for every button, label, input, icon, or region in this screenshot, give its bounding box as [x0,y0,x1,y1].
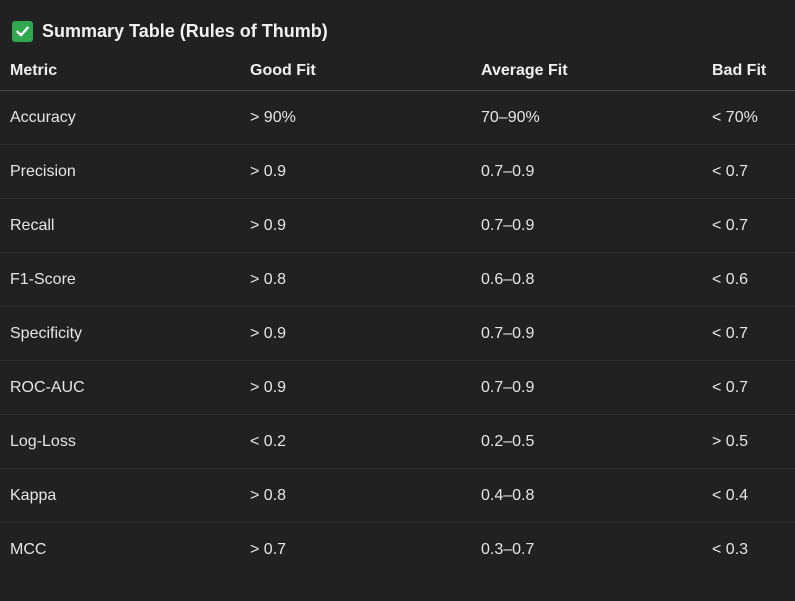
check-mark-icon [12,20,33,42]
cell-metric: MCC [10,540,47,558]
cell-bad-fit: < 0.6 [712,270,749,288]
cell-good-fit: > 0.9 [250,216,287,234]
table-row: Accuracy > 90% 70–90% < 70% [0,91,795,145]
cell-average-fit: 0.7–0.9 [481,216,535,234]
table-row: ROC-AUC > 0.9 0.7–0.9 < 0.7 [0,361,795,415]
cell-average-fit: 0.3–0.7 [481,540,535,558]
cell-good-fit: > 0.9 [250,162,287,180]
cell-bad-fit: > 0.5 [712,432,749,450]
cell-average-fit: 0.2–0.5 [481,432,535,450]
cell-metric: Log-Loss [10,432,76,450]
cell-bad-fit: < 0.3 [712,540,749,558]
cell-bad-fit: < 0.7 [712,162,749,180]
cell-good-fit: > 0.7 [250,540,287,558]
cell-metric: Precision [10,162,76,180]
cell-good-fit: < 0.2 [250,432,287,450]
section-heading: Summary Table (Rules of Thumb) [12,19,328,43]
cell-metric: Kappa [10,486,57,504]
cell-average-fit: 0.7–0.9 [481,162,535,180]
cell-average-fit: 0.7–0.9 [481,378,535,396]
cell-bad-fit: < 0.7 [712,324,749,342]
cell-bad-fit: < 0.4 [712,486,749,504]
table-row: Kappa > 0.8 0.4–0.8 < 0.4 [0,469,795,523]
table-header-row: Metric Good Fit Average Fit Bad Fit [0,52,795,91]
table-row: F1-Score > 0.8 0.6–0.8 < 0.6 [0,253,795,307]
cell-bad-fit: < 0.7 [712,378,749,396]
column-header-good-fit: Good Fit [250,62,316,79]
cell-good-fit: > 0.9 [250,378,287,396]
cell-average-fit: 0.6–0.8 [481,270,535,288]
cell-good-fit: > 0.8 [250,486,287,504]
table-row: Precision > 0.9 0.7–0.9 < 0.7 [0,145,795,199]
cell-average-fit: 0.4–0.8 [481,486,535,504]
column-header-bad-fit: Bad Fit [712,62,767,79]
table-row: Specificity > 0.9 0.7–0.9 < 0.7 [0,307,795,361]
cell-good-fit: > 0.8 [250,270,287,288]
cell-metric: F1-Score [10,270,76,288]
summary-table: Metric Good Fit Average Fit Bad Fit Accu… [0,52,795,576]
cell-good-fit: > 0.9 [250,324,287,342]
cell-bad-fit: < 0.7 [712,216,749,234]
cell-average-fit: 0.7–0.9 [481,324,535,342]
cell-metric: Recall [10,216,55,234]
column-header-metric: Metric [10,62,58,79]
cell-bad-fit: < 70% [712,108,758,126]
cell-metric: Specificity [10,324,83,342]
table-body: Accuracy > 90% 70–90% < 70% Precision > 0.9 0.… [0,91,795,576]
cell-metric: ROC-AUC [10,378,85,396]
cell-good-fit: > 90% [250,108,296,126]
cell-metric: Accuracy [10,108,76,126]
section-title: Summary Table (Rules of Thumb) [42,20,328,41]
table-row: MCC > 0.7 0.3–0.7 < 0.3 [0,523,795,576]
cell-average-fit: 70–90% [481,108,540,126]
table-row: Recall > 0.9 0.7–0.9 < 0.7 [0,199,795,253]
column-header-average-fit: Average Fit [481,62,568,79]
table-row: Log-Loss < 0.2 0.2–0.5 > 0.5 [0,415,795,469]
